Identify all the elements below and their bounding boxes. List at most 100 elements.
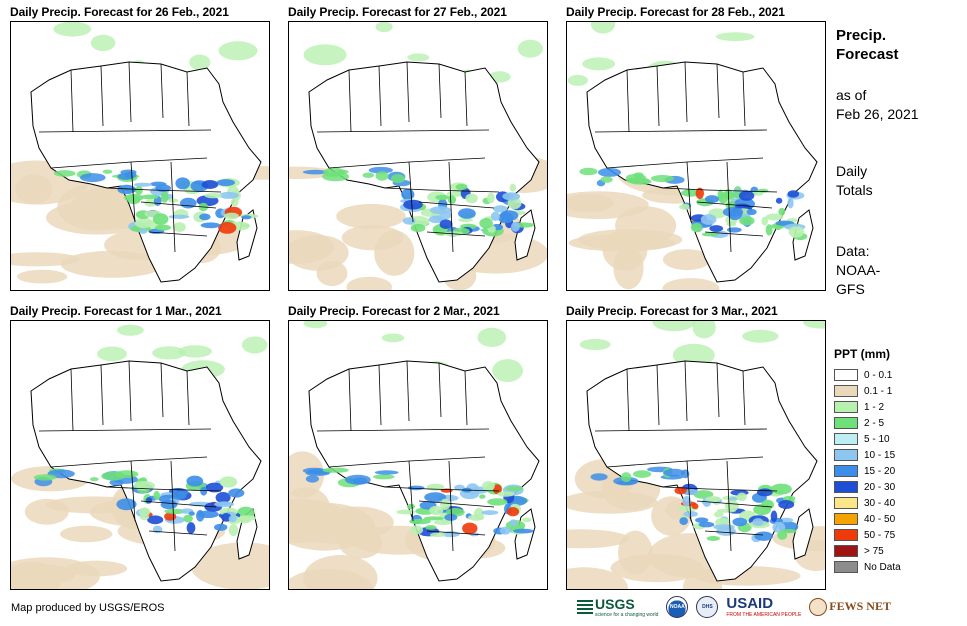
rain-cell — [775, 197, 783, 204]
rain-cell — [410, 525, 424, 535]
light-rain-area — [90, 34, 116, 52]
rain-cell — [160, 500, 178, 510]
dry-area — [45, 200, 150, 235]
rain-cell — [147, 515, 164, 525]
dry-area — [602, 229, 648, 271]
legend-item: > 75 — [834, 543, 901, 559]
rain-cell — [497, 491, 515, 497]
rain-cell — [228, 524, 239, 537]
coastal-rain — [353, 477, 368, 485]
usgs-logo: USGS science for a changing world — [577, 596, 658, 618]
panel-title: Daily Precip. Forecast for 26 Feb., 2021 — [10, 5, 229, 19]
coastal-rain — [663, 468, 685, 477]
country-border — [378, 364, 382, 426]
rain-cell — [698, 521, 715, 528]
rain-cell — [729, 496, 738, 502]
precip-map — [10, 320, 270, 590]
light-rain-area — [303, 44, 347, 66]
light-rain-area — [517, 39, 543, 58]
rain-cell — [506, 507, 520, 517]
rain-cell — [228, 488, 245, 498]
country-border — [464, 71, 468, 127]
legend-swatch — [834, 385, 858, 397]
rain-cell — [153, 490, 160, 501]
legend-item: 0.1 - 1 — [834, 383, 901, 399]
rain-cell — [701, 232, 719, 237]
light-rain-area — [582, 57, 616, 71]
legend-label: 0.1 - 1 — [864, 385, 893, 397]
country-border — [130, 161, 136, 223]
rain-cell — [682, 496, 692, 507]
data-source-line: Data: — [836, 243, 870, 259]
country-border — [448, 460, 454, 552]
rain-cell — [199, 213, 211, 221]
light-rain-area — [477, 327, 507, 347]
country-border — [408, 460, 414, 522]
rain-cell — [447, 195, 457, 204]
legend-swatch — [834, 417, 858, 429]
country-border — [742, 370, 746, 426]
rain-cell — [705, 496, 721, 503]
africa-map-svg — [11, 22, 269, 284]
globe-icon — [809, 597, 828, 616]
legend-item: No Data — [834, 559, 901, 575]
legend-rows: 0 - 0.1 0.1 - 1 1 - 2 2 - 5 5 - 10 10 - 15 15 … — [834, 367, 901, 575]
coastal-rain — [633, 172, 644, 179]
rain-cell — [410, 223, 426, 233]
rain-cell — [180, 197, 197, 209]
country-border — [426, 231, 486, 237]
country-border — [438, 362, 442, 418]
rain-cell — [726, 221, 737, 227]
legend-swatch — [834, 513, 858, 525]
light-rain-area — [803, 321, 825, 329]
country-border — [418, 201, 495, 209]
country-border — [704, 530, 764, 536]
coastal-rain — [600, 176, 613, 183]
rain-cell — [214, 501, 235, 508]
country-border — [378, 65, 382, 127]
legend-item: 50 - 75 — [834, 527, 901, 543]
coastal-rain — [590, 473, 608, 481]
fews-logo-text: FEWS NET — [829, 599, 891, 613]
rain-cell — [401, 188, 415, 201]
rain-cell — [756, 488, 773, 497]
light-rain-area — [652, 321, 696, 332]
legend-item: 15 - 20 — [834, 463, 901, 479]
rain-cell — [507, 197, 522, 210]
legend-swatch — [834, 529, 858, 541]
rain-cell — [458, 218, 473, 222]
country-border — [684, 61, 688, 123]
dhs-seal-logo: DHS — [696, 595, 719, 618]
country-border — [100, 364, 104, 426]
light-rain-area — [97, 346, 127, 362]
legend-label: 20 - 30 — [864, 481, 896, 493]
rain-cell — [175, 177, 190, 190]
legend-item: 40 - 50 — [834, 511, 901, 527]
legend-label: > 75 — [864, 545, 884, 557]
as-of-value: Feb 26, 2021 — [836, 106, 919, 122]
coastal-rain — [80, 173, 106, 183]
light-rain-area — [579, 338, 611, 351]
rain-cell — [200, 486, 208, 496]
rain-cell — [502, 192, 521, 201]
country-border — [686, 161, 692, 223]
legend-label: 10 - 15 — [864, 449, 896, 461]
rain-cell — [468, 514, 485, 521]
title-line: Forecast — [836, 46, 899, 63]
light-rain-area — [303, 321, 328, 329]
rain-cell — [509, 183, 517, 192]
country-border — [716, 63, 720, 119]
light-rain-area — [152, 346, 186, 360]
light-rain-area — [189, 54, 211, 71]
country-border — [418, 500, 495, 508]
rain-cell — [186, 522, 196, 534]
rain-cell — [201, 180, 219, 189]
coastal-rain — [650, 175, 674, 182]
legend-label: 1 - 2 — [864, 401, 885, 413]
title-line: Precip. — [836, 27, 887, 44]
rain-cell — [724, 500, 739, 512]
country-border — [128, 360, 132, 422]
dry-area — [289, 230, 334, 264]
coastal-rain — [375, 171, 389, 181]
coastal-rain — [629, 178, 652, 185]
